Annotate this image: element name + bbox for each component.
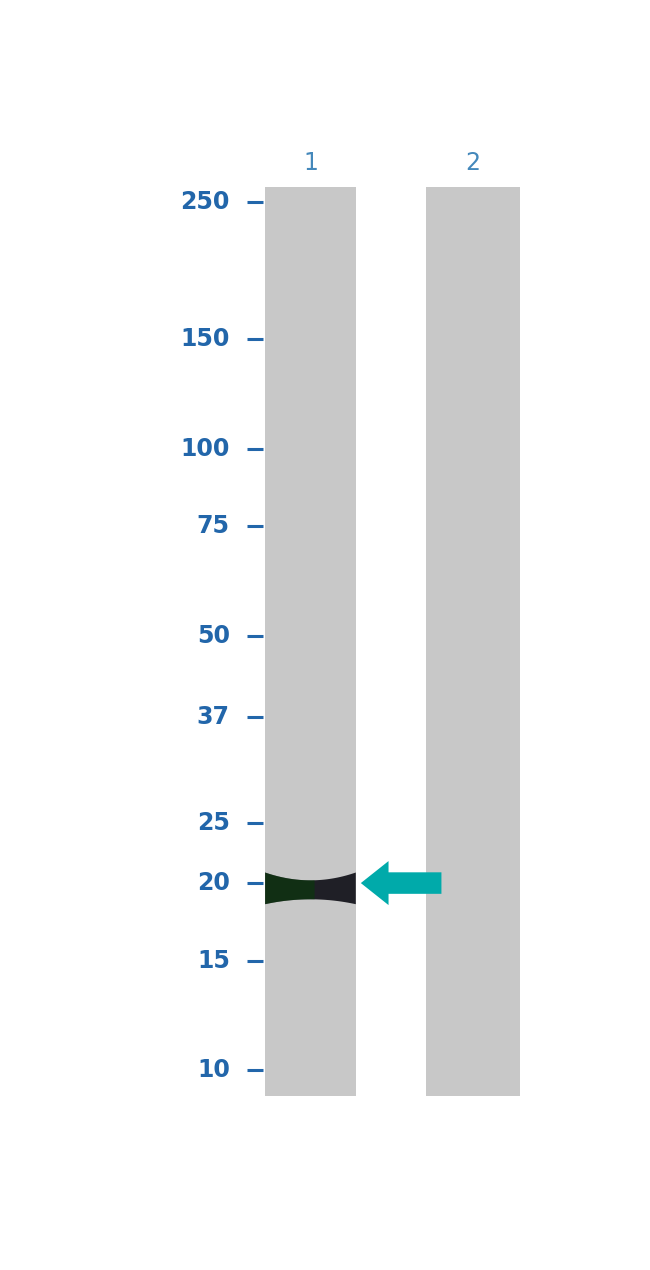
- Polygon shape: [265, 872, 315, 904]
- Bar: [426, 187, 519, 1096]
- Text: 100: 100: [181, 437, 230, 461]
- Text: 250: 250: [181, 189, 230, 213]
- Text: 50: 50: [197, 624, 230, 648]
- Text: 2: 2: [465, 151, 480, 175]
- Bar: [265, 187, 356, 1096]
- Text: 75: 75: [197, 514, 230, 538]
- Text: 15: 15: [197, 949, 230, 973]
- Text: 37: 37: [197, 705, 230, 729]
- Text: 1: 1: [303, 151, 318, 175]
- Text: 10: 10: [197, 1058, 230, 1082]
- Text: 20: 20: [197, 871, 230, 895]
- Polygon shape: [265, 872, 356, 904]
- Text: 150: 150: [181, 328, 230, 352]
- Text: 25: 25: [197, 810, 230, 834]
- FancyArrow shape: [361, 861, 441, 906]
